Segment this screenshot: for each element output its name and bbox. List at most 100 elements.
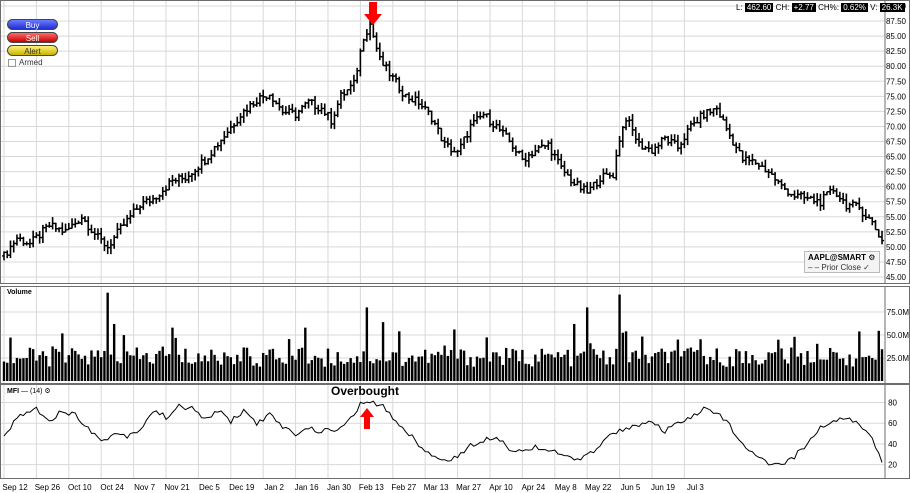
volume-bar: [122, 335, 126, 381]
chart-legend[interactable]: AAPL@SMART ⚙ – – Prior Close ✓: [804, 251, 880, 273]
volume-bar: [2, 361, 6, 381]
volume-bar: [80, 358, 83, 381]
volume-bar: [135, 347, 139, 381]
volume-bar: [475, 356, 479, 381]
ohlc-bar: [510, 137, 515, 152]
mfi-tick-label: 40: [888, 440, 897, 449]
ohlc-bar: [672, 134, 677, 144]
x-tick-label: Dec 5: [199, 483, 220, 492]
volume-bar: [582, 351, 586, 381]
ohlc-bar: [439, 127, 444, 142]
volume-bar: [770, 353, 774, 381]
volume-bar: [119, 363, 122, 381]
ohlc-bar: [821, 190, 826, 210]
ohlc-bar: [624, 117, 629, 131]
mfi-tick-label: 20: [888, 461, 897, 470]
volume-bar: [786, 363, 790, 381]
overbought-annotation: Overbought: [331, 384, 399, 398]
volume-bar: [148, 362, 151, 381]
armed-toggle[interactable]: Armed: [8, 58, 43, 67]
ohlc-bar: [387, 60, 392, 82]
volume-bar: [647, 363, 650, 381]
ohlc-bar: [416, 90, 421, 110]
volume-bar: [880, 349, 884, 381]
ohlc-bar: [779, 179, 784, 190]
ohlc-bar: [863, 209, 868, 221]
volume-bar: [320, 358, 323, 381]
volume-bar: [709, 356, 712, 381]
volume-bar: [699, 339, 702, 381]
ohlc-bar: [60, 222, 65, 236]
ohlc-bar: [18, 233, 23, 242]
price-tick-label: 65.00: [886, 153, 907, 162]
ohlc-bar: [763, 159, 768, 173]
legend-settings-icon[interactable]: ⚙: [868, 253, 876, 262]
ohlc-bar: [860, 206, 865, 223]
prior-close-check-icon[interactable]: ✓: [863, 263, 870, 272]
ohlc-bar: [63, 223, 68, 233]
volume-bar: [313, 355, 317, 381]
volume-bar: [22, 358, 25, 381]
ohlc-bar: [186, 171, 191, 184]
volume-bar: [125, 351, 129, 381]
volume-bar: [317, 357, 320, 381]
volume-bar: [757, 364, 761, 381]
volume-bar: [281, 362, 284, 381]
ohlc-bar: [614, 149, 619, 181]
buy-button[interactable]: Buy: [7, 19, 58, 30]
volume-bar: [666, 363, 670, 381]
volume-bar: [232, 364, 236, 381]
volume-bar: [226, 356, 229, 381]
x-tick-label: Apr 10: [489, 483, 513, 492]
volume-bar: [508, 358, 511, 381]
time-axis: Sep 12 Sep 26 Oct 10 Oct 24 Nov 7 Nov 21 Dec 5…: [2, 483, 704, 492]
volume-bar: [245, 347, 249, 381]
volume-bar: [780, 348, 783, 381]
volume-bar: [132, 355, 135, 381]
armed-checkbox[interactable]: [8, 58, 16, 67]
ohlc-bar: [5, 250, 10, 259]
alert-button[interactable]: Alert: [7, 45, 58, 56]
volume-bar: [521, 349, 524, 381]
ohlc-bar: [251, 101, 256, 108]
x-tick-label: Oct 10: [68, 483, 92, 492]
mfi-settings-icon[interactable]: ⚙: [44, 388, 51, 395]
volume-bar: [359, 362, 362, 381]
last-value: 462.60: [744, 3, 774, 12]
ohlc-bar: [523, 152, 528, 167]
volume-bar: [764, 359, 767, 381]
volume-bar: [628, 362, 631, 381]
ohlc-bar: [666, 135, 671, 146]
ohlc-bar: [692, 116, 697, 127]
volume-bar: [579, 353, 582, 381]
volume-bar: [540, 348, 544, 381]
ohlc-bar: [222, 130, 227, 145]
volume-bar: [828, 348, 832, 381]
volume-bar: [482, 357, 485, 381]
ohlc-bar: [381, 51, 386, 67]
ohlc-bar: [99, 227, 104, 244]
ohlc-bar: [458, 138, 463, 156]
volume-bar: [284, 363, 288, 381]
volume-bar: [560, 357, 563, 381]
volume-bar: [692, 351, 696, 381]
ohlc-bar: [254, 97, 259, 107]
volume-bar: [375, 359, 378, 381]
volume-bar: [411, 355, 414, 381]
volume-bar: [534, 354, 537, 381]
volume-bar: [867, 355, 871, 381]
volume-bar: [825, 359, 829, 381]
volume-bar: [796, 356, 799, 381]
volume-bar: [190, 363, 194, 381]
volume-bar: [741, 363, 744, 381]
volume-bar: [556, 352, 560, 381]
sell-button[interactable]: Sell: [7, 32, 58, 43]
price-tick-label: 87.50: [886, 17, 907, 26]
volume-bar: [83, 355, 87, 381]
volume-bar: [278, 357, 281, 381]
volume-bar: [644, 354, 647, 381]
x-tick-label: Feb 13: [359, 483, 384, 492]
volume-bar: [751, 355, 754, 381]
volume-bar: [200, 361, 203, 381]
volume-bar: [164, 355, 168, 381]
